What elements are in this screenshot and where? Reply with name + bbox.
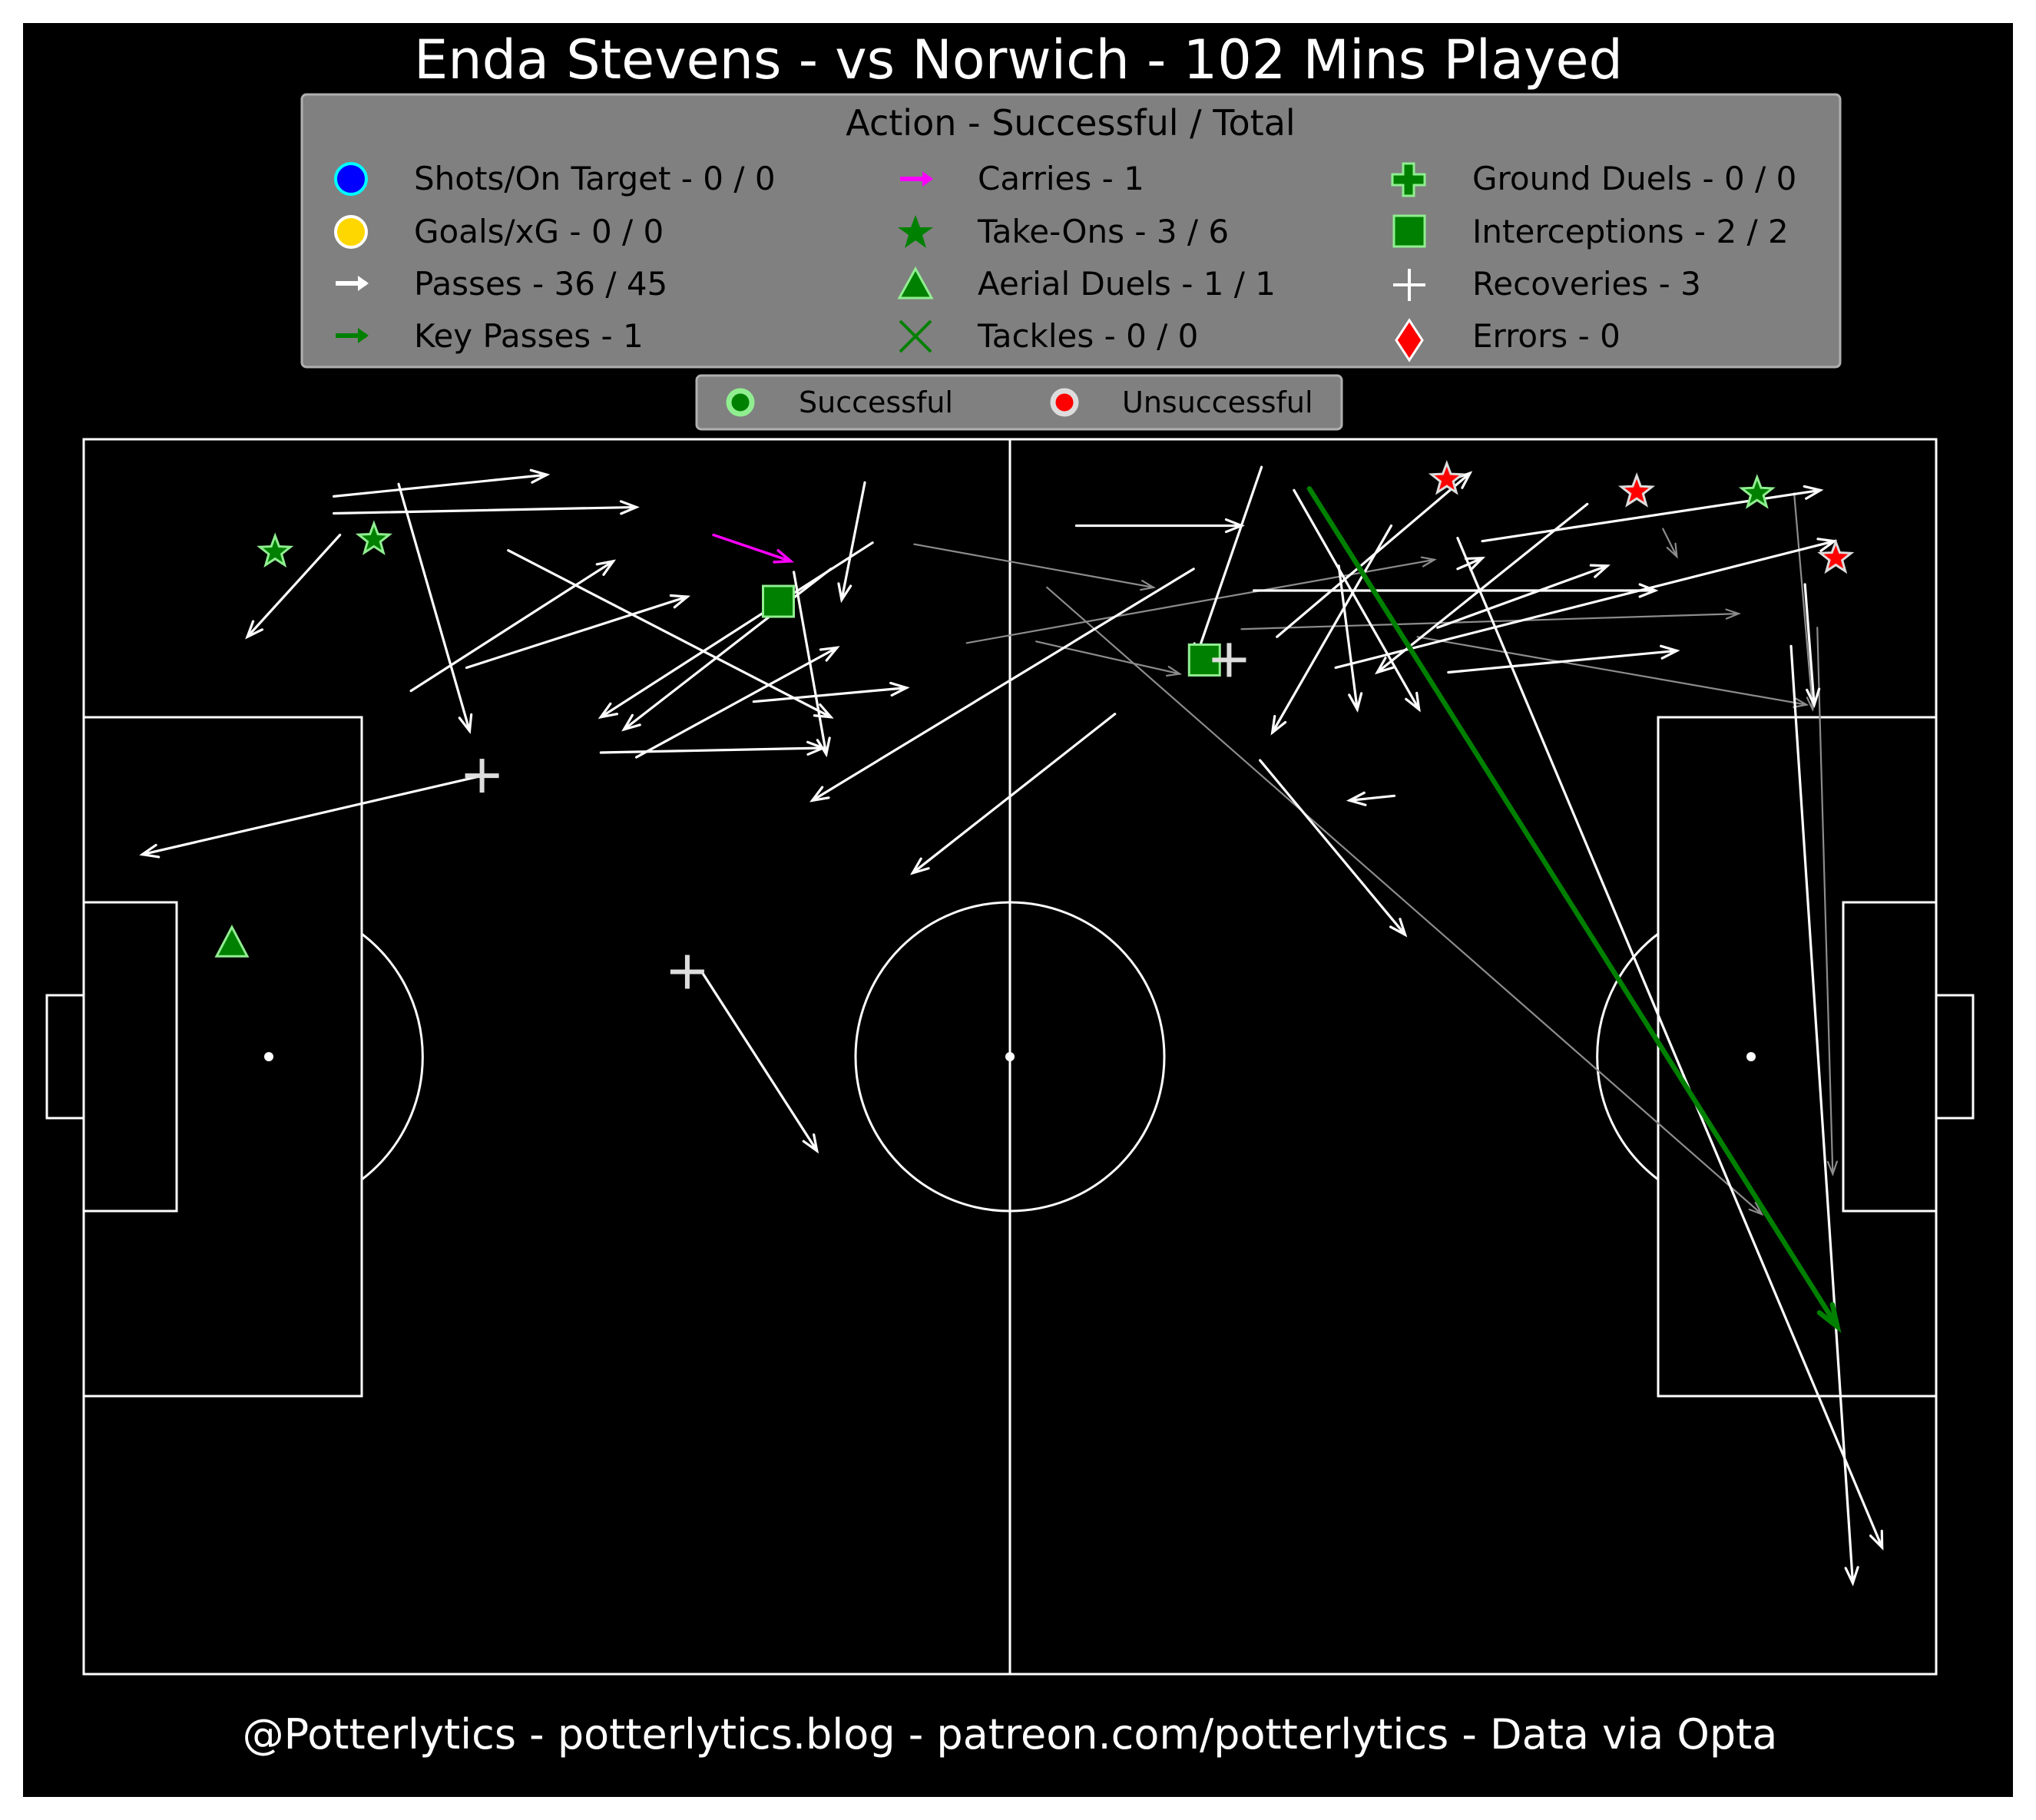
pass-unsuccessful — [1046, 586, 1764, 1216]
take-on-successful — [1738, 474, 1776, 509]
legend-ground-duels-label: Ground Duels - 0 / 0 — [1472, 160, 1796, 197]
pass-successful — [634, 646, 840, 759]
legend-recoveries-label: Recoveries - 3 — [1472, 265, 1701, 303]
carry — [712, 533, 795, 564]
outcome-legend-box — [695, 374, 1343, 431]
legend: Action - Successful / Total Shots/On Tar… — [300, 93, 1842, 369]
pass-successful — [1346, 791, 1396, 806]
legend-carries-label: Carries - 1 — [978, 160, 1144, 197]
left-penalty-spot — [264, 1052, 273, 1061]
footer-credits: @Potterlytics - potterlytics.blog - patr… — [243, 1710, 1778, 1759]
centre-spot — [1005, 1052, 1015, 1061]
pass-unsuccessful — [1035, 640, 1183, 677]
pass-successful — [139, 774, 484, 859]
pass-successful — [333, 500, 640, 515]
legend-goals-label: Goals/xG - 0 / 0 — [414, 213, 664, 250]
interception — [762, 584, 795, 618]
unsuccessful-label: Unsuccessful — [1122, 386, 1313, 419]
pass-unsuccessful — [1816, 627, 1838, 1176]
pass-successful — [333, 468, 551, 498]
right-penalty-spot — [1746, 1052, 1756, 1061]
take-on-successful — [355, 520, 392, 556]
successful-marker-icon — [726, 388, 755, 417]
pass-successful — [809, 568, 1195, 802]
legend-recoveries-icon — [1393, 269, 1425, 301]
pass-successful — [1436, 564, 1611, 629]
pass-successful — [1252, 583, 1659, 598]
pass-successful — [1259, 759, 1408, 938]
recovery — [1212, 643, 1246, 677]
pass-successful — [1293, 488, 1421, 713]
unsuccessful-marker-icon — [1050, 388, 1079, 417]
centre-circle — [854, 901, 1166, 1213]
left-goal — [45, 994, 85, 1120]
pass-successful — [1270, 524, 1393, 736]
pass-successful — [1447, 644, 1680, 674]
event-layer — [139, 460, 1884, 1587]
take-on-unsuccessful — [1618, 472, 1656, 508]
pass-successful — [409, 559, 617, 693]
pass-unsuccessful — [1240, 608, 1741, 630]
recovery — [670, 955, 704, 989]
pass-successful — [837, 481, 866, 604]
right-goal — [1935, 994, 1975, 1120]
legend-tackles-icon — [899, 319, 932, 353]
pass-successful — [1456, 537, 1884, 1551]
pass-successful — [599, 740, 827, 756]
legend-errors-icon — [1395, 318, 1424, 362]
legend-aerials-icon — [897, 266, 934, 299]
legend-take-ons-label: Take-Ons - 3 / 6 — [977, 213, 1229, 250]
pass-successful — [1803, 583, 1821, 709]
pass-successful — [245, 534, 342, 640]
legend-goals-icon — [334, 215, 368, 249]
pass-successful — [909, 713, 1117, 875]
pass-unsuccessful — [965, 556, 1437, 644]
legend-carries-icon — [900, 171, 933, 187]
legend-key-passes-label: Key Passes - 1 — [414, 317, 644, 355]
pass-successful — [621, 568, 833, 732]
pass-unsuccessful — [913, 543, 1157, 591]
legend-passes-label: Passes - 36 / 45 — [414, 265, 667, 303]
pass-unsuccessful — [1662, 528, 1678, 559]
pitch — [45, 438, 1975, 1676]
legend-shots-label: Shots/On Target - 0 / 0 — [414, 160, 776, 197]
aerial-duel-successful — [214, 925, 250, 958]
legend-shots-icon — [334, 162, 368, 196]
legend-take-ons-icon — [898, 215, 933, 248]
take-on-unsuccessful — [1428, 460, 1465, 495]
pass-successful — [465, 594, 691, 670]
legend-tackles-label: Tackles - 0 / 0 — [977, 317, 1198, 355]
legend-errors-label: Errors - 0 — [1472, 317, 1621, 355]
pass-successful — [1334, 538, 1838, 670]
legend-interceptions-label: Interceptions - 2 / 2 — [1472, 213, 1789, 250]
left-penalty-arc — [361, 932, 424, 1181]
pass-successful — [1789, 644, 1859, 1587]
pass-successful — [701, 971, 819, 1154]
legend-aerials-label: Aerial Duels - 1 / 1 — [978, 265, 1276, 303]
legend-passes-icon — [336, 276, 369, 291]
pass-successful — [1375, 502, 1589, 675]
legend-box — [300, 93, 1842, 369]
pass-successful — [397, 482, 473, 735]
chart-title: Enda Stevens - vs Norwich - 102 Mins Pla… — [414, 28, 1623, 91]
key-pass — [1306, 486, 1842, 1333]
pass-unsuccessful — [1416, 636, 1809, 708]
successful-label: Successful — [799, 386, 953, 419]
legend-key-passes-icon — [336, 328, 369, 343]
take-on-successful — [257, 532, 294, 568]
legend-ground-duels-icon — [1391, 162, 1426, 197]
take-on-unsuccessful — [1817, 538, 1855, 574]
recovery — [465, 759, 499, 793]
pass-successful — [1456, 557, 1486, 571]
legend-title: Action - Successful / Total — [846, 102, 1295, 144]
outcome-legend: Successful Unsuccessful — [695, 374, 1343, 431]
pass-successful — [1337, 564, 1363, 713]
pass-successful — [752, 681, 910, 703]
legend-interceptions-icon — [1392, 214, 1426, 248]
right-penalty-arc — [1596, 932, 1659, 1181]
